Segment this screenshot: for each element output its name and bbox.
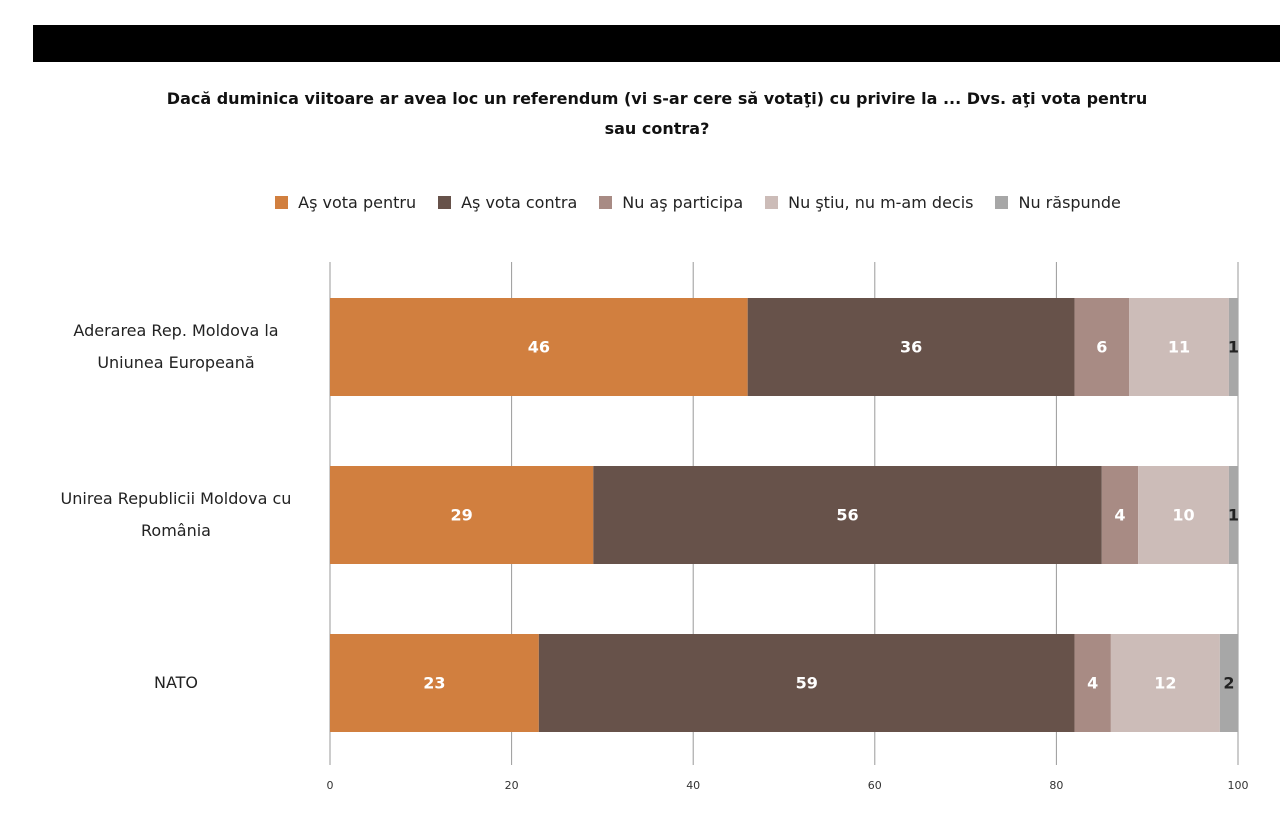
data-label: 4 [1114, 506, 1125, 525]
bar-segment [330, 298, 748, 396]
legend-label: Nu ştiu, nu m-am decis [788, 193, 974, 212]
legend-item: Aş vota contra [438, 193, 577, 212]
data-label: 4 [1087, 674, 1098, 693]
legend-item: Nu răspunde [995, 193, 1121, 212]
legend-label: Nu aş participa [622, 193, 744, 212]
bar-segment [1110, 634, 1220, 732]
x-tick-label: 20 [505, 779, 519, 792]
legend-swatch [438, 196, 452, 209]
x-tick-label: 60 [868, 779, 882, 792]
data-label: 6 [1096, 338, 1107, 357]
data-label: 10 [1172, 506, 1194, 525]
x-tick-label: 100 [1228, 779, 1249, 792]
legend-swatch [275, 196, 289, 209]
bar-segment [1101, 466, 1139, 564]
data-label: 2 [1223, 674, 1234, 693]
category-label: Aderarea Rep. Moldova la Uniunea Europea… [73, 321, 279, 372]
bar-segment [1074, 298, 1130, 396]
data-label: 11 [1168, 338, 1190, 357]
data-label: 59 [796, 674, 818, 693]
bar-segment [538, 634, 1075, 732]
data-label: 56 [836, 506, 858, 525]
bar-segment [330, 634, 539, 732]
legend-item: Aş vota pentru [275, 193, 416, 212]
data-label: 1 [1228, 338, 1239, 357]
legend-label: Nu răspunde [1018, 193, 1121, 212]
bar-segment [330, 466, 594, 564]
category-label: Unirea Republicii Moldova cu România [60, 489, 292, 540]
legend-label: Aş vota pentru [298, 193, 417, 212]
legend-swatch [599, 196, 613, 209]
bar-segment [1228, 298, 1238, 396]
x-tick-label: 40 [686, 779, 700, 792]
chart-title: Dacă duminica viitoare ar avea loc un re… [166, 89, 1148, 138]
legend-item: Nu ştiu, nu m-am decis [765, 193, 973, 212]
x-tick-label: 80 [1049, 779, 1063, 792]
data-label: 12 [1154, 674, 1176, 693]
bar-segment [1138, 466, 1229, 564]
category-label: NATO [153, 673, 199, 692]
bar-segment [1074, 634, 1111, 732]
data-label: 46 [528, 338, 550, 357]
data-label: 1 [1228, 506, 1239, 525]
legend-item: Nu aş participa [599, 193, 743, 212]
bar-segment [1228, 466, 1238, 564]
data-label: 29 [451, 506, 473, 525]
data-label: 36 [900, 338, 922, 357]
top-bar [33, 25, 1280, 62]
legend-swatch [765, 196, 779, 209]
bar-segment [1219, 634, 1238, 732]
bar-segment [593, 466, 1102, 564]
data-label: 23 [423, 674, 445, 693]
legend-label: Aş vota contra [461, 193, 578, 212]
bar-segment [747, 298, 1075, 396]
bar-segment [1129, 298, 1229, 396]
legend-swatch [995, 196, 1009, 209]
x-tick-label: 0 [327, 779, 334, 792]
legend: Aş vota pentru Aş vota contra Nu aş partic… [0, 193, 1280, 212]
